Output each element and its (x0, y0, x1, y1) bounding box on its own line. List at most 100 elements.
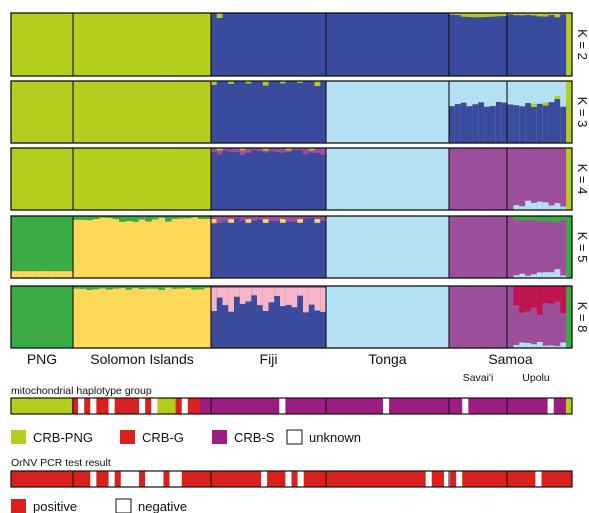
mito-cell (498, 398, 506, 414)
ancestry-segment (268, 148, 275, 210)
ancestry-segment (531, 286, 538, 348)
mito-cell (389, 398, 396, 414)
pcr-cell (218, 471, 225, 487)
ancestry-segment (228, 81, 235, 84)
ancestry-segment (495, 101, 503, 143)
ancestry-segment (531, 106, 538, 143)
ancestry-segment (234, 286, 241, 288)
pcr-cell (346, 471, 353, 487)
ancestry-segment (197, 81, 205, 143)
ancestry-segment (542, 102, 549, 106)
ancestry-segment (405, 216, 413, 278)
ancestry-segment (125, 81, 133, 143)
ancestry-segment (125, 216, 133, 221)
ancestry-segment (501, 148, 508, 210)
ancestry-segment (320, 81, 327, 143)
ancestry-segment (79, 286, 87, 348)
ancestry-segment (138, 286, 146, 348)
pcr-cell (315, 471, 323, 487)
ancestry-segment (513, 13, 520, 76)
ancestry-segment (525, 200, 532, 210)
mito-cell (547, 398, 555, 414)
ancestry-segment (362, 13, 370, 76)
ancestry-segment (399, 81, 407, 143)
mito-cell (273, 398, 280, 414)
ancestry-segment (297, 286, 304, 348)
ancestry-segment (501, 81, 508, 103)
ancestry-segment (165, 81, 172, 143)
k-label: K = 5 (575, 232, 589, 263)
ancestry-segment (23, 271, 30, 278)
pcr-cell (498, 471, 506, 487)
ancestry-segment (280, 81, 287, 84)
ancestry-segment (35, 148, 43, 210)
ancestry-segment (23, 148, 30, 210)
ancestry-segment (132, 286, 140, 289)
ancestry-segment (362, 81, 370, 143)
ancestry-segment (548, 205, 555, 210)
mito-cell (285, 398, 292, 414)
ancestry-segment (466, 106, 473, 143)
ancestry-segment (197, 286, 205, 290)
ancestry-segment (132, 216, 140, 278)
ancestry-segment (303, 148, 310, 154)
ancestry-segment (554, 216, 561, 278)
ancestry-segment (393, 148, 401, 210)
ancestry-segment (99, 286, 107, 348)
pcr-track-title: OrNV PCR test result (11, 457, 111, 469)
ancestry-segment (216, 286, 223, 348)
ancestry-segment (239, 286, 246, 348)
ancestry-segment (430, 216, 438, 278)
ancestry-segment (472, 286, 479, 348)
ancestry-segment (350, 286, 358, 348)
ancestry-segment (548, 216, 555, 222)
ancestry-segment (216, 286, 223, 298)
pcr-cell (401, 471, 408, 487)
mito-cell (114, 398, 122, 414)
population-label: Tonga (368, 351, 406, 367)
panel-k-2 (10, 80, 573, 144)
ancestry-segment (424, 216, 431, 278)
mito-cell (139, 398, 146, 414)
mito-frame (10, 397, 573, 415)
ancestry-segment (454, 81, 462, 105)
ancestry-segment (490, 106, 497, 143)
ancestry-segment (285, 148, 292, 151)
ancestry-segment (531, 274, 538, 278)
ancestry-segment (430, 286, 438, 348)
ancestry-segment (308, 216, 315, 278)
ancestry-segment (191, 286, 199, 348)
mito-cell (468, 398, 475, 414)
ancestry-segment (554, 148, 561, 210)
ancestry-segment (280, 13, 287, 76)
ancestry-segment (112, 216, 120, 278)
ancestry-segment (362, 286, 370, 348)
ancestry-segment (274, 148, 281, 153)
population-label: Solomon Islands (90, 351, 194, 367)
ancestry-segment (184, 13, 192, 76)
ancestry-segment (460, 81, 467, 103)
ancestry-segment (42, 81, 49, 143)
ancestry-segment (566, 13, 573, 76)
ancestry-segment (507, 216, 514, 278)
ancestry-segment (274, 148, 281, 210)
ancestry-segment (554, 269, 561, 278)
pcr-cell (456, 471, 463, 487)
mito-cell (529, 398, 536, 414)
pcr-cell (474, 471, 481, 487)
ancestry-segment (245, 81, 252, 143)
ancestry-segment (460, 216, 467, 278)
ancestry-segment (466, 286, 473, 348)
pcr-cell (407, 471, 414, 487)
ancestry-segment (211, 286, 218, 312)
mito-cell (181, 398, 189, 414)
mito-cell (151, 398, 158, 414)
ancestry-segment (566, 216, 573, 278)
ancestry-segment (350, 13, 358, 76)
ancestry-segment (460, 13, 467, 17)
population-labels: PNG Solomon Islands Fiji Tonga Samoa Savai'i U… (27, 351, 550, 384)
ancestry-segment (338, 81, 345, 143)
ancestry-segment (228, 216, 235, 278)
ancestry-segment (151, 216, 159, 278)
ancestry-segment (285, 81, 292, 143)
